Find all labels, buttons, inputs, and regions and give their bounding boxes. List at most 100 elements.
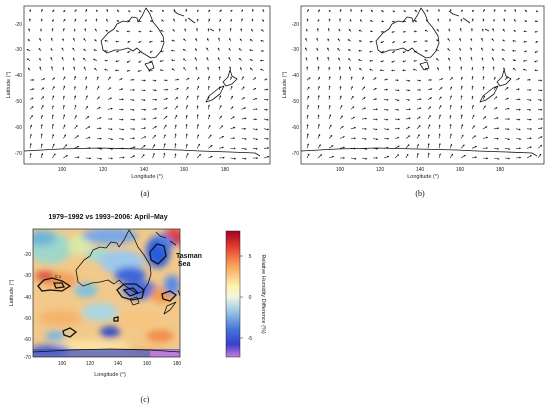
wind-vector-head — [435, 58, 438, 61]
wind-vector-head — [502, 39, 505, 42]
wind-vector — [196, 114, 199, 120]
wind-vector-head — [540, 108, 543, 111]
wind-vector-head — [217, 57, 220, 60]
wind-vector-head — [424, 49, 427, 52]
wind-vector-head — [228, 47, 231, 50]
wind-vector-head — [523, 50, 526, 53]
wind-vector-head — [266, 137, 269, 140]
wind-vector-head — [126, 61, 129, 63]
wind-vector-head — [507, 138, 510, 141]
wind-vector — [107, 97, 112, 100]
wind-vector-head — [267, 128, 270, 131]
wind-vector-head — [369, 50, 372, 53]
wind-vector-head — [186, 86, 189, 89]
wind-vector-head — [194, 57, 197, 60]
wind-vector — [29, 143, 32, 149]
wind-vector-head — [364, 127, 367, 130]
wind-vector-head — [529, 108, 532, 111]
wind-vector-head — [529, 155, 532, 157]
wind-vector-head — [397, 108, 400, 111]
wind-vector — [328, 105, 331, 110]
wind-vector-head — [267, 147, 270, 149]
wind-vector-head — [197, 76, 200, 79]
wind-vector-head — [358, 49, 361, 52]
panel-c-ytick: -20 — [24, 252, 31, 258]
wind-vector-head — [133, 155, 136, 158]
wind-vector — [196, 154, 201, 159]
wind-vector-head — [328, 76, 331, 79]
wind-vector-head — [159, 60, 162, 62]
wind-vector-head — [197, 85, 200, 88]
wind-vector — [252, 128, 258, 130]
wind-vector-head — [471, 18, 474, 21]
wind-vector-head — [337, 48, 340, 50]
wind-vector-head — [328, 105, 331, 107]
wind-vector-head — [524, 9, 527, 12]
wind-vector-head — [173, 18, 175, 21]
wind-vector-head — [199, 153, 201, 156]
wind-vector-head — [430, 88, 433, 91]
wind-vector-head — [122, 156, 125, 159]
wind-vector-head — [222, 146, 224, 149]
wind-vector — [174, 125, 177, 129]
wind-vector-head — [238, 48, 241, 51]
wind-vector — [405, 126, 410, 130]
wind-vector-head — [507, 107, 510, 110]
wind-vector-head — [99, 137, 102, 140]
wind-vector — [361, 107, 366, 110]
wind-vector-head — [74, 18, 77, 21]
wind-vector-head — [51, 114, 54, 117]
wind-vector-head — [317, 123, 320, 126]
wind-vector — [196, 124, 199, 129]
wind-vector — [241, 117, 247, 120]
wind-vector-head — [305, 28, 308, 31]
wind-vector-head — [161, 19, 164, 22]
wind-vector-head — [540, 89, 543, 92]
wind-vector — [339, 147, 345, 149]
wind-vector-head — [392, 51, 395, 54]
wind-vector — [29, 115, 33, 120]
wind-vector-head — [266, 88, 269, 91]
wind-vector-head — [62, 38, 65, 41]
panel-c-yticks: -20 -30 -40 -50 -60 -70 — [24, 252, 31, 361]
wind-vector-head — [402, 30, 405, 33]
wind-vector — [196, 95, 199, 100]
wind-vector — [339, 105, 343, 110]
wind-vector-head — [185, 123, 188, 126]
wind-vector — [185, 105, 188, 110]
wind-vector — [427, 97, 432, 100]
wind-vector-head — [171, 59, 174, 62]
wind-vector-head — [52, 133, 54, 136]
wind-vector-head — [316, 47, 319, 50]
wind-vector — [416, 134, 420, 139]
wind-vector-head — [177, 78, 180, 81]
wind-vector — [449, 153, 453, 159]
wind-vector-head — [534, 60, 537, 63]
wind-vector-head — [471, 75, 474, 78]
wind-vector — [471, 115, 475, 120]
wind-vector-head — [116, 20, 119, 22]
wind-vector — [339, 126, 344, 130]
wind-vector-head — [337, 38, 340, 41]
wind-vector — [328, 156, 334, 159]
wind-vector — [230, 157, 236, 160]
wind-vector-head — [195, 66, 198, 69]
wind-vector-head — [329, 114, 331, 117]
wind-vector-head — [418, 89, 422, 91]
wind-vector-head — [126, 30, 129, 33]
wind-vector-head — [426, 9, 429, 12]
wind-vector-head — [52, 95, 55, 98]
wind-vector-head — [88, 126, 91, 128]
wind-vector — [361, 86, 365, 91]
wind-vector-head — [239, 38, 242, 41]
wind-vector-head — [51, 27, 54, 30]
colorbar-tick: 5 — [249, 254, 252, 260]
wind-vector-head — [173, 8, 176, 11]
wind-vector-head — [331, 145, 334, 147]
wind-vector — [163, 153, 165, 159]
wind-vector-head — [497, 147, 500, 150]
panel-c-colorbar: 5 0 -5 Relative Humidity Difference (%) — [225, 230, 266, 358]
wind-vector-head — [450, 95, 452, 98]
wind-vector-head — [363, 86, 366, 89]
wind-vector-head — [132, 99, 135, 101]
